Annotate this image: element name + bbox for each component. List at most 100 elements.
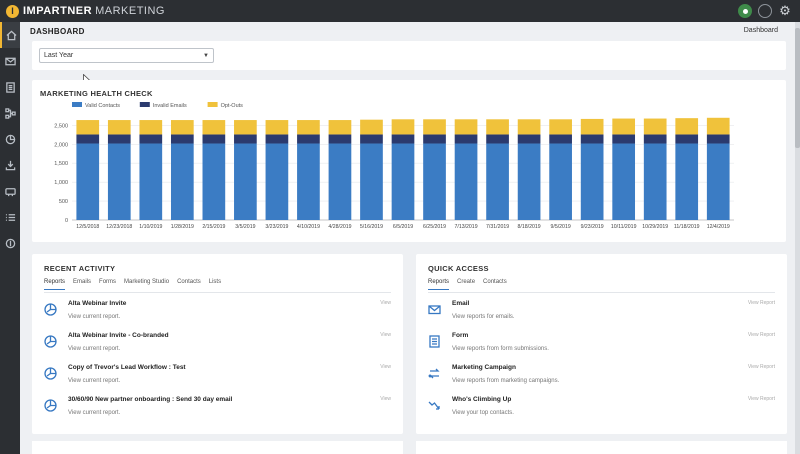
x-tick-label: 9/5/2019 — [551, 224, 571, 230]
sidebar-item-workflows[interactable] — [0, 100, 20, 126]
sidebar — [0, 22, 20, 454]
bar-segment — [328, 143, 352, 220]
list-icon — [5, 213, 15, 221]
form-icon — [428, 335, 441, 348]
quick-access-item-view-link[interactable]: View Report — [747, 364, 775, 370]
recent-tab-contacts[interactable]: Contacts — [177, 279, 201, 285]
bar-segment — [706, 134, 730, 144]
lower-panel-right — [416, 441, 787, 454]
user-icon[interactable] — [738, 4, 752, 18]
quick-access-item-title[interactable]: Marketing Campaign — [452, 364, 516, 371]
recent-activity-title: RECENT ACTIVITY — [44, 264, 116, 273]
quick-access-item-subtitle: View your top contacts. — [452, 410, 514, 416]
bar-segment — [454, 143, 478, 220]
quick-access-item-title[interactable]: Who's Climbing Up — [452, 396, 512, 403]
bar-segment — [265, 134, 289, 144]
recent-tab-emails[interactable]: Emails — [73, 279, 92, 285]
health-check-chart: Valid Contacts Invalid Emails Opt-Outs 0 500… — [54, 102, 734, 230]
page-header: DASHBOARD Dashboard — [20, 22, 800, 40]
recent-activity-item-title[interactable]: 30/60/90 New partner onboarding : Send 3… — [68, 396, 233, 403]
sidebar-item-home[interactable] — [0, 22, 20, 48]
recent-activity-item[interactable]: Copy of Trevor's Lead Workflow : Test Vie… — [44, 364, 391, 394]
recent-activity-item[interactable]: Alta Webinar Invite View current report. V… — [44, 300, 391, 330]
recent-tab-marketing-studio[interactable]: Marketing Studio — [124, 279, 170, 285]
bar-segment — [423, 119, 446, 135]
x-tick-label: 3/23/2019 — [265, 224, 288, 230]
bar-segment — [234, 120, 257, 135]
quick-access-item-view-link[interactable]: View Report — [747, 300, 775, 306]
recent-activity-item-subtitle: View current report. — [68, 346, 121, 352]
x-tick-label: 6/25/2019 — [423, 224, 446, 230]
recent-tab-forms[interactable]: Forms — [99, 279, 117, 285]
bar-segment — [391, 143, 415, 220]
gear-icon[interactable]: ⚙ — [779, 3, 791, 18]
bar-segment — [391, 119, 415, 135]
y-tick-label: 500 — [59, 199, 68, 205]
date-range-value: Last Year — [44, 52, 74, 59]
sidebar-item-lists[interactable] — [0, 204, 20, 230]
quick-access-item[interactable]: Email View reports for emails. View Report — [428, 300, 775, 330]
sidebar-item-devices[interactable] — [0, 178, 20, 204]
bar-segment — [549, 143, 572, 220]
quick-access-item-view-link[interactable]: View Report — [747, 396, 775, 402]
envelope-icon — [428, 303, 441, 316]
x-tick-label: 10/11/2019 — [611, 224, 637, 230]
x-tick-label: 7/13/2019 — [455, 224, 478, 230]
sidebar-item-segments[interactable] — [0, 126, 20, 152]
breadcrumb[interactable]: Dashboard — [743, 27, 778, 34]
date-range-select[interactable]: Last Year ▼ — [39, 48, 214, 63]
recent-activity-item-title[interactable]: Alta Webinar Invite — [68, 300, 127, 307]
pie-chart-icon — [44, 367, 57, 380]
bar-segment — [360, 119, 383, 135]
recent-activity-item[interactable]: 30/60/90 New partner onboarding : Send 3… — [44, 396, 391, 426]
recent-activity-item-view-link[interactable]: View — [380, 396, 391, 402]
quick-access-item-title[interactable]: Form — [452, 332, 469, 339]
logo[interactable]: I IMPARTNER MARKETING — [6, 4, 165, 18]
recent-activity-item-title[interactable]: Copy of Trevor's Lead Workflow : Test — [68, 364, 186, 371]
quick-access-item-title[interactable]: Email — [452, 300, 470, 307]
recent-activity-item-view-link[interactable]: View — [380, 364, 391, 370]
sidebar-item-downloads[interactable] — [0, 152, 20, 178]
bar-segment — [612, 134, 636, 144]
recent-activity-item[interactable]: Alta Webinar Invite - Co-branded View cur… — [44, 332, 391, 362]
x-tick-label: 1/28/2019 — [171, 224, 194, 230]
recent-activity-item-subtitle: View current report. — [68, 410, 121, 416]
scrollbar-thumb[interactable] — [795, 28, 800, 148]
recent-activity-item-view-link[interactable]: View — [380, 332, 391, 338]
bar-segment — [234, 143, 257, 220]
recent-tab-lists[interactable]: Lists — [208, 279, 222, 285]
quick-access-item[interactable]: Marketing Campaign View reports from mark… — [428, 364, 775, 394]
logo-badge: I — [6, 4, 19, 18]
x-tick-label: 11/18/2019 — [674, 224, 700, 230]
quick-access-item[interactable]: Form View reports from form submissions. V… — [428, 332, 775, 362]
scrollbar[interactable] — [795, 22, 800, 454]
y-tick-label: 2,000 — [54, 142, 68, 148]
quick-access-tabs: Reports Create Contacts — [428, 279, 507, 290]
help-icon[interactable] — [758, 4, 772, 18]
recent-activity-item-title[interactable]: Alta Webinar Invite - Co-branded — [68, 332, 169, 339]
brand-name: IMPARTNER — [23, 5, 93, 17]
bar-segment — [297, 134, 320, 144]
bar-segment — [580, 134, 604, 144]
recent-activity-item-view-link[interactable]: View — [380, 300, 391, 306]
bar-segment — [580, 118, 604, 135]
bar-segment — [643, 143, 667, 220]
quick-access-item-view-link[interactable]: View Report — [747, 332, 775, 338]
bar-segment — [517, 119, 541, 135]
quick-tab-reports[interactable]: Reports — [428, 279, 450, 290]
tab-divider — [44, 292, 391, 293]
sidebar-item-emails[interactable] — [0, 48, 20, 74]
bar-segment — [675, 118, 699, 135]
sidebar-item-pricing[interactable] — [0, 230, 20, 256]
pie-icon — [5, 134, 15, 144]
bar-segment — [706, 143, 730, 220]
x-tick-label: 6/5/2019 — [393, 224, 413, 230]
quick-tab-contacts[interactable]: Contacts — [483, 279, 507, 285]
quick-access-item[interactable]: Who's Climbing Up View your top contacts.… — [428, 396, 775, 426]
bar-segment — [76, 120, 100, 135]
recent-tab-reports[interactable]: Reports — [44, 279, 66, 290]
sidebar-item-forms[interactable] — [0, 74, 20, 100]
bar-segment — [107, 134, 131, 144]
quick-tab-create[interactable]: Create — [457, 279, 476, 285]
x-tick-label: 2/15/2019 — [202, 224, 225, 230]
